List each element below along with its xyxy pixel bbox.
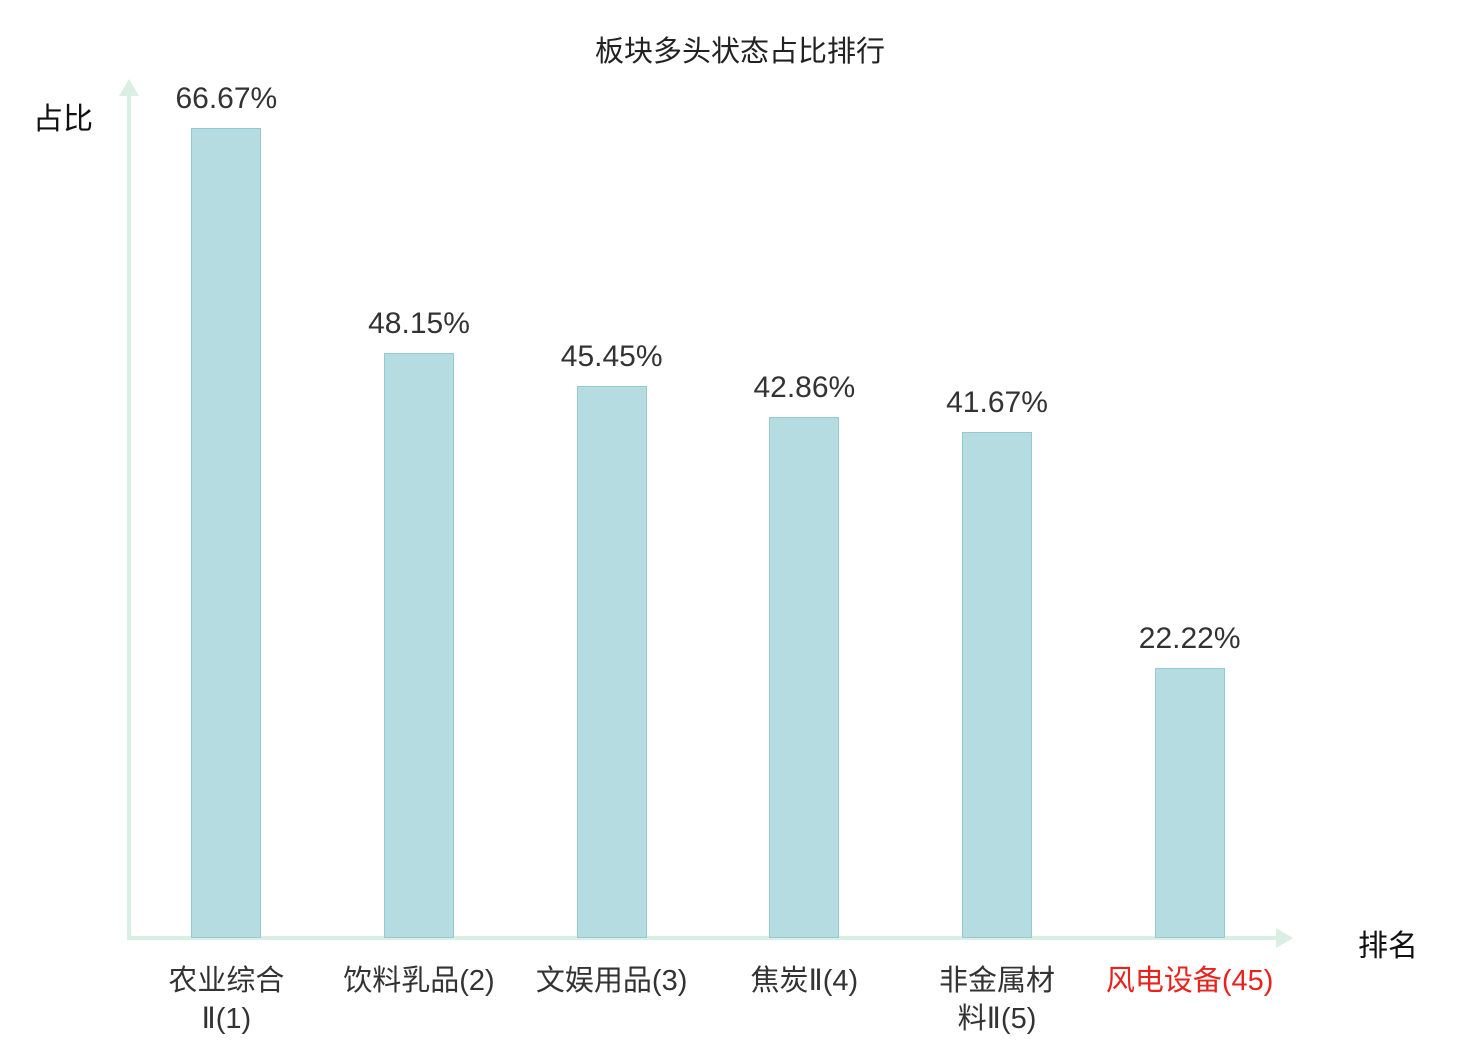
bar-category-label-line: 饮料乳品(2) bbox=[343, 965, 495, 997]
bar-value-label: 66.67% bbox=[175, 82, 278, 115]
bar bbox=[769, 417, 840, 938]
x-axis-label: 排名 bbox=[1358, 930, 1418, 963]
x-axis-arrow-icon bbox=[1276, 928, 1293, 948]
bar-category-label: 非金属材料Ⅱ(5) bbox=[887, 962, 1107, 1038]
bar-category-label-line: 焦炭Ⅱ(4) bbox=[750, 965, 859, 997]
y-axis-arrow-icon bbox=[119, 79, 139, 96]
bar-value-label: 42.86% bbox=[753, 371, 856, 404]
bar-category-label-line: 风电设备(45) bbox=[1105, 965, 1274, 997]
bar-category-label-line: Ⅱ(1) bbox=[201, 1003, 252, 1035]
bar-value-label: 48.15% bbox=[368, 307, 470, 340]
bar-category-label: 焦炭Ⅱ(4) bbox=[694, 962, 914, 1000]
bar-category-label-line: 农业综合 bbox=[168, 965, 285, 997]
chart-title: 板块多头状态占比排行 bbox=[594, 36, 885, 68]
bar-category-label-line: 非金属材 bbox=[938, 965, 1055, 997]
bar bbox=[384, 353, 454, 938]
bar bbox=[1154, 668, 1225, 938]
bar bbox=[962, 432, 1032, 938]
bar bbox=[191, 128, 262, 938]
bar-category-label: 风电设备(45) bbox=[1080, 962, 1300, 1000]
y-axis-line bbox=[127, 95, 131, 938]
y-axis-label: 占比 bbox=[33, 103, 93, 136]
bar bbox=[576, 386, 647, 938]
bar-value-label: 22.22% bbox=[1138, 622, 1241, 655]
bar-category-label: 农业综合 Ⅱ(1) bbox=[116, 962, 336, 1038]
x-axis-line bbox=[127, 936, 1279, 940]
bar-value-label: 41.67% bbox=[946, 386, 1048, 419]
bar-category-label: 文娱用品(3) bbox=[502, 962, 722, 1000]
bar-category-label-line: 料Ⅱ(5) bbox=[957, 1003, 1037, 1035]
bar-category-label-line: 文娱用品(3) bbox=[535, 965, 688, 997]
bar-category-label: 饮料乳品(2) bbox=[309, 962, 529, 1000]
bar-value-label: 45.45% bbox=[560, 340, 663, 373]
